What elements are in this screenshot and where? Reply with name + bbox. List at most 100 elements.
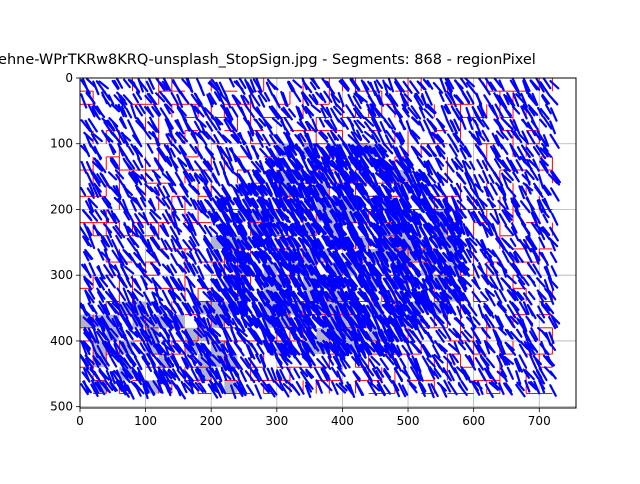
segment-stroke bbox=[509, 237, 517, 248]
segment-stroke bbox=[274, 264, 285, 279]
segment-stroke bbox=[400, 93, 410, 107]
x-tick-label: 200 bbox=[200, 414, 223, 428]
segment-stroke bbox=[207, 116, 218, 131]
segment-stroke bbox=[187, 278, 194, 294]
segment-stroke bbox=[244, 287, 252, 299]
segment-stroke bbox=[251, 304, 261, 319]
segment-stroke bbox=[257, 90, 268, 103]
segment-stroke bbox=[169, 276, 180, 291]
segment-stroke bbox=[496, 119, 505, 131]
segment-stroke bbox=[242, 263, 251, 277]
segment-stroke bbox=[384, 134, 393, 149]
segment-stroke bbox=[515, 159, 524, 172]
segment-stroke bbox=[168, 182, 175, 193]
segment-stroke bbox=[414, 212, 423, 227]
segment-stroke bbox=[213, 134, 220, 144]
segment-stroke bbox=[538, 236, 546, 249]
segment-stroke bbox=[358, 304, 367, 316]
segment-stroke bbox=[442, 326, 452, 341]
segment-stroke bbox=[188, 379, 195, 395]
segment-stroke bbox=[466, 198, 478, 210]
segment-stroke bbox=[491, 249, 502, 264]
segment-stroke bbox=[86, 226, 93, 237]
segment-stroke bbox=[230, 263, 238, 273]
segment-stroke bbox=[233, 80, 244, 91]
segment-stroke bbox=[500, 277, 511, 289]
segment-stroke bbox=[292, 237, 302, 248]
segment-stroke bbox=[144, 172, 154, 182]
segment-stroke bbox=[288, 142, 297, 155]
segment-stroke bbox=[518, 354, 528, 369]
segment-stroke bbox=[101, 341, 112, 358]
segment-stroke bbox=[140, 331, 149, 343]
segment-stroke bbox=[530, 327, 539, 341]
segment-stroke bbox=[197, 265, 205, 280]
segment-stroke bbox=[529, 380, 539, 391]
segment-stroke bbox=[456, 288, 465, 300]
segment-stroke bbox=[272, 277, 283, 288]
segment-stroke bbox=[401, 265, 410, 275]
segment-stroke bbox=[334, 354, 342, 368]
segment-stroke bbox=[372, 331, 380, 342]
segment-stroke bbox=[472, 316, 481, 326]
segment-stroke bbox=[375, 273, 383, 288]
segment-stroke bbox=[111, 317, 119, 330]
segment-stroke bbox=[453, 118, 461, 132]
segment-stroke bbox=[443, 379, 452, 393]
segment-stroke bbox=[388, 199, 397, 211]
segment-stroke bbox=[320, 156, 328, 172]
segment-stroke bbox=[300, 371, 309, 383]
segment-stroke bbox=[238, 78, 247, 89]
segment-stroke bbox=[122, 368, 132, 380]
segment-stroke bbox=[481, 119, 490, 130]
segment-stroke bbox=[218, 81, 228, 97]
segment-stroke bbox=[244, 103, 255, 119]
segment-stroke bbox=[505, 156, 516, 173]
segment-stroke bbox=[130, 104, 137, 120]
segment-stroke bbox=[223, 326, 233, 342]
segment-stroke bbox=[347, 222, 356, 238]
segment-stroke bbox=[418, 106, 426, 119]
segment-stroke bbox=[319, 92, 327, 104]
segment-stroke bbox=[490, 104, 500, 120]
segment-stroke bbox=[371, 185, 381, 196]
segment-stroke bbox=[87, 288, 96, 300]
segment-stroke bbox=[437, 182, 444, 196]
segment-stroke bbox=[113, 315, 123, 326]
segment-stroke bbox=[244, 196, 252, 208]
segment-stroke bbox=[250, 330, 261, 345]
segment-stroke bbox=[147, 121, 158, 133]
segment-stroke bbox=[181, 301, 193, 317]
segment-stroke bbox=[202, 238, 214, 253]
segment-stroke bbox=[367, 262, 376, 274]
segment-stroke bbox=[114, 224, 126, 239]
segment-stroke bbox=[226, 251, 237, 265]
segment-stroke bbox=[279, 382, 290, 398]
segment-stroke bbox=[497, 199, 507, 211]
segment-stroke bbox=[161, 381, 172, 391]
segment-stroke bbox=[458, 221, 466, 236]
segment-stroke bbox=[170, 235, 182, 250]
segment-stroke bbox=[146, 342, 155, 357]
segment-stroke bbox=[280, 117, 287, 131]
axes-frame bbox=[79, 77, 577, 409]
segment-stroke bbox=[392, 221, 403, 235]
segment-stroke bbox=[319, 342, 331, 353]
segment-stroke bbox=[462, 223, 469, 237]
segment-stroke bbox=[213, 382, 222, 399]
segment-stroke bbox=[481, 313, 488, 323]
segment-stroke bbox=[539, 134, 548, 147]
segment-stroke bbox=[211, 341, 218, 352]
segment-stroke bbox=[457, 278, 467, 292]
segment-stroke bbox=[542, 186, 550, 197]
segment-stroke bbox=[99, 370, 110, 381]
segment-stroke bbox=[402, 303, 412, 315]
segment-stroke bbox=[341, 78, 350, 90]
segment-stroke bbox=[390, 263, 398, 274]
segment-stroke bbox=[427, 173, 437, 184]
segment-stroke bbox=[541, 226, 551, 237]
segment-stroke bbox=[344, 183, 353, 198]
segment-stroke bbox=[425, 251, 437, 265]
segment-stroke bbox=[521, 318, 528, 333]
segment-stroke bbox=[398, 131, 406, 143]
